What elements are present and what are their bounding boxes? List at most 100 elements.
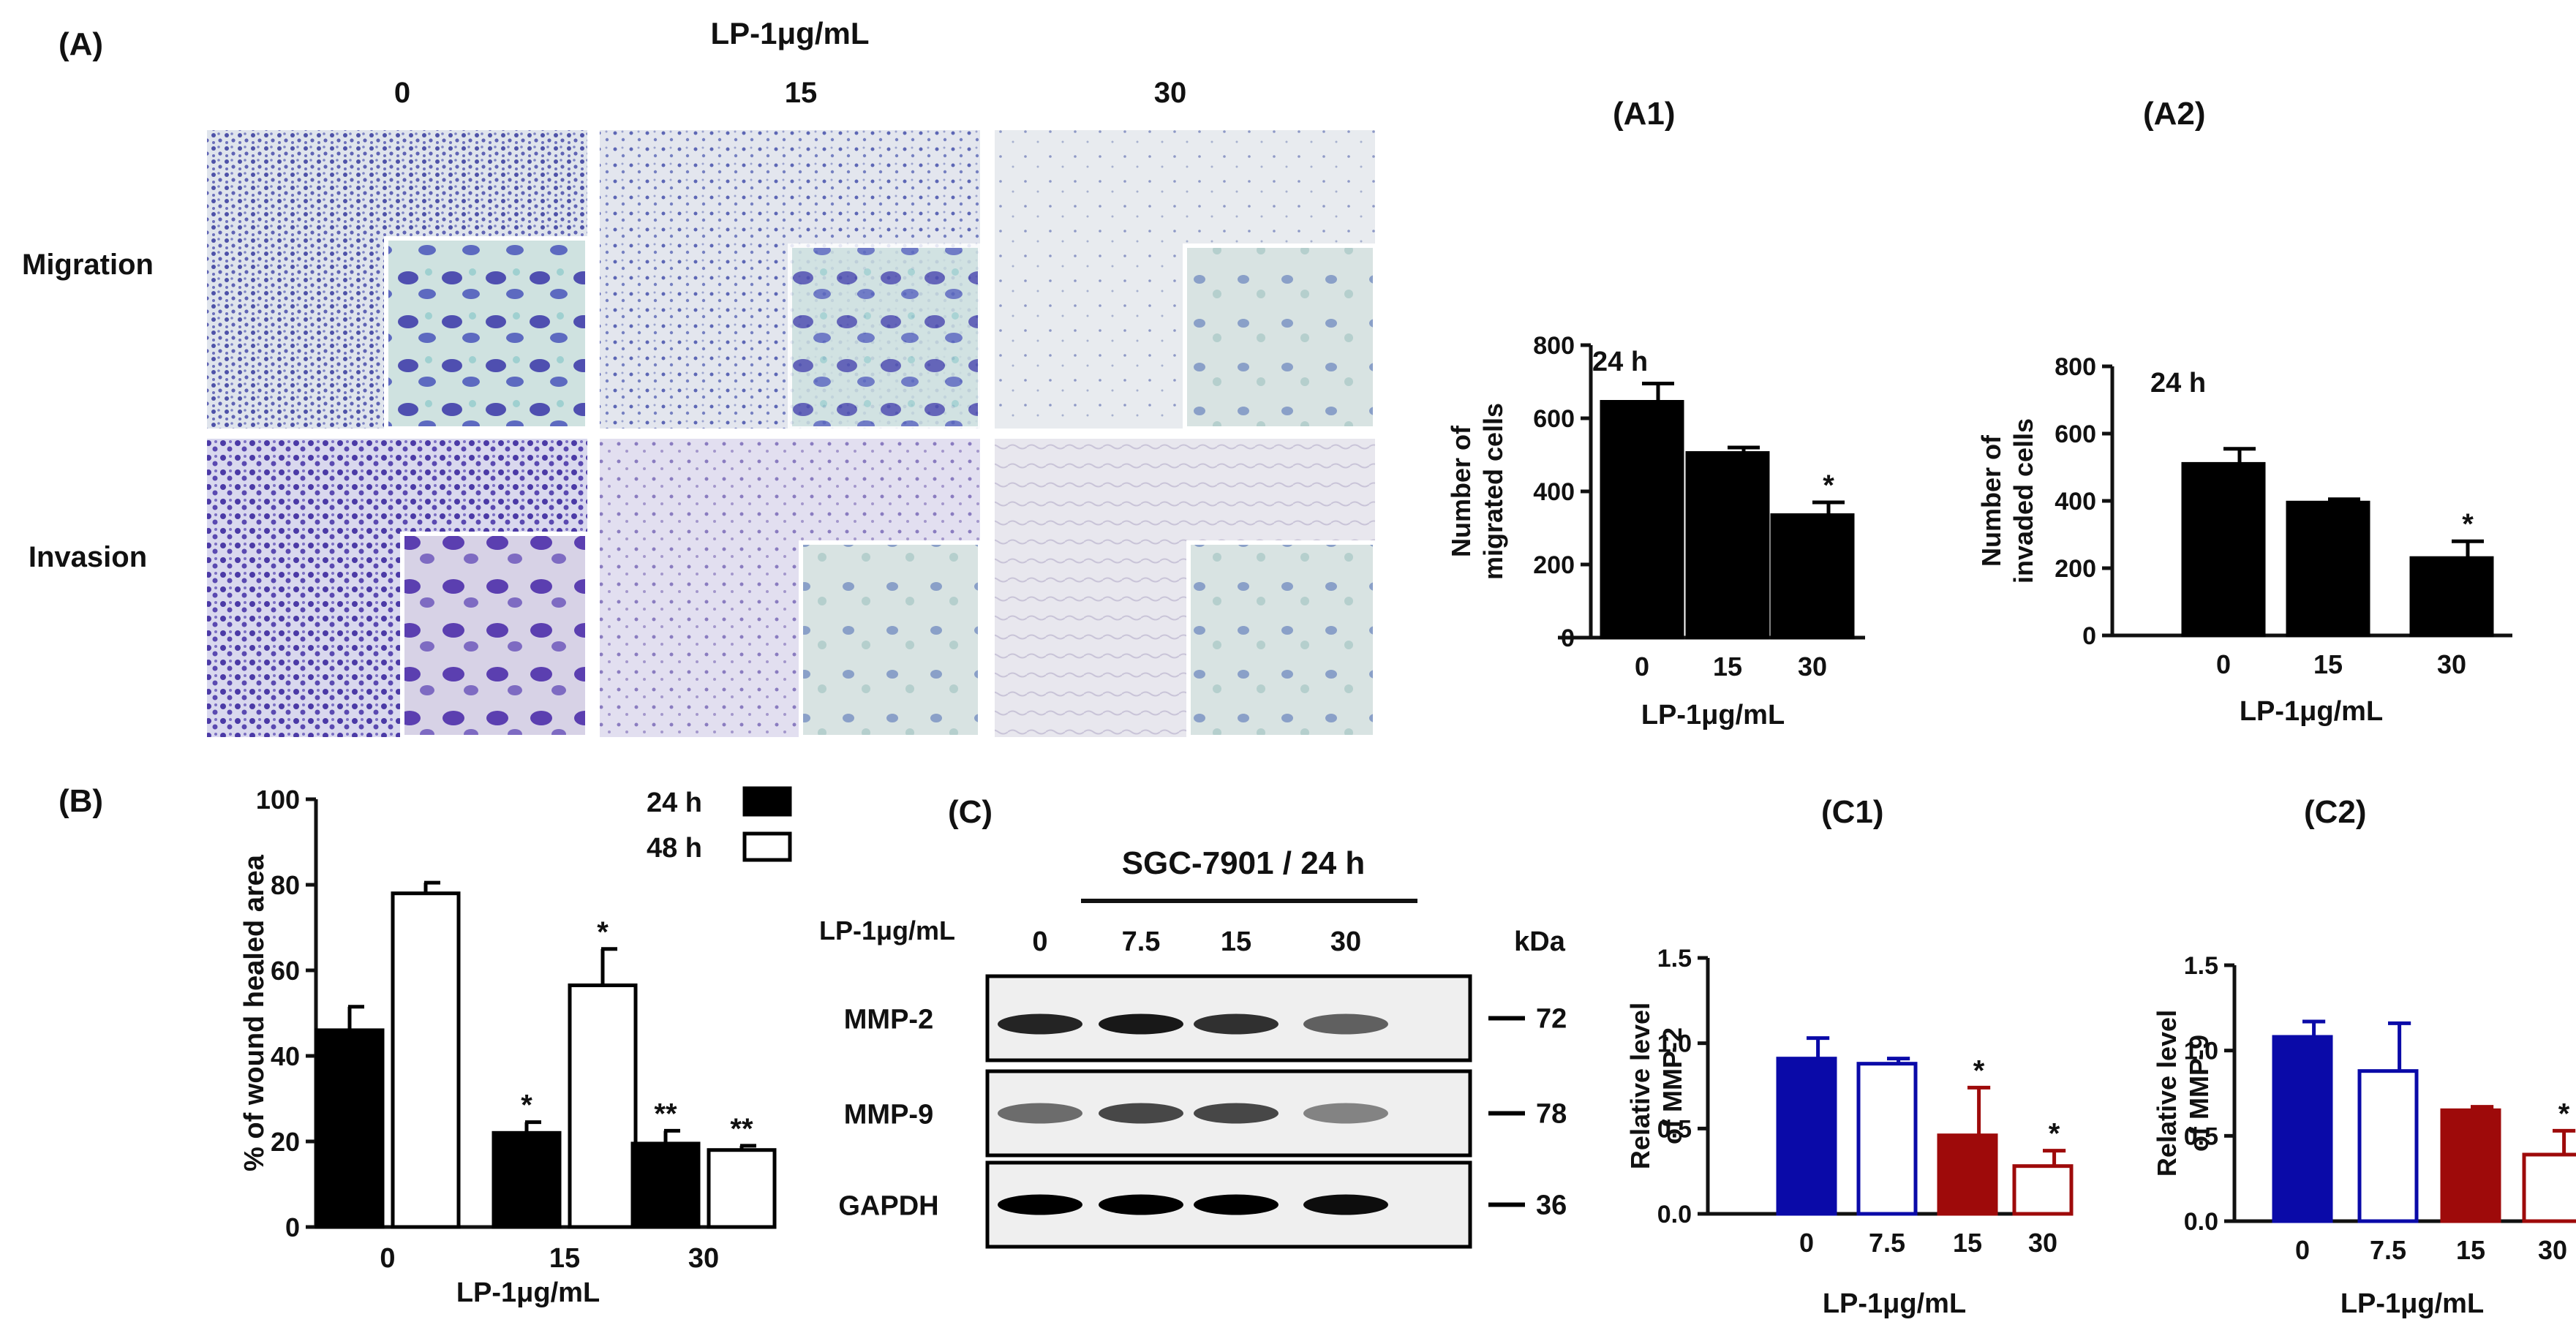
blot-protein-label: MMP-2 xyxy=(844,1005,933,1035)
blot-band xyxy=(1194,1103,1278,1124)
bar xyxy=(2181,461,2266,638)
bar xyxy=(2440,1108,2501,1223)
x-axis-label: LP-1μg/mL xyxy=(2340,1288,2484,1319)
y-tick-label: 600 xyxy=(2055,420,2096,448)
bar-48h xyxy=(391,891,461,1229)
blot-band xyxy=(1303,1103,1388,1124)
micrograph-migration-15-inset xyxy=(788,243,982,431)
dose-0-header: 0 xyxy=(394,77,410,109)
y-tick-label: 800 xyxy=(2055,353,2096,381)
x-axis-label: LP-1μg/mL xyxy=(2240,696,2383,727)
significance-mark: * xyxy=(597,916,609,948)
dose-15-header: 15 xyxy=(785,77,818,109)
x-tick-label: 0 xyxy=(2216,649,2231,679)
bar-48h xyxy=(568,983,638,1229)
kda-value: 72 xyxy=(1536,1004,1567,1035)
x-tick-label: 0 xyxy=(380,1243,395,1274)
chart-panel-label: (A2) xyxy=(2143,96,2206,132)
kda-value: 36 xyxy=(1536,1190,1567,1221)
x-tick-label: 30 xyxy=(2028,1228,2057,1258)
blot-kda-label: kDa xyxy=(1514,926,1566,957)
legend-swatch xyxy=(742,786,792,817)
legend-label: 24 h xyxy=(647,788,702,818)
legend-label: 48 h xyxy=(647,833,702,864)
y-tick-label: 200 xyxy=(2055,555,2096,583)
y-tick-label: 0.0 xyxy=(1657,1201,1692,1228)
y-tick-label: 100 xyxy=(256,785,300,815)
row-label-invasion: Invasion xyxy=(29,541,147,573)
x-tick-label: 7.5 xyxy=(2370,1235,2406,1265)
x-tick-label: 15 xyxy=(549,1243,580,1274)
x-axis-label: LP-1μg/mL xyxy=(1641,700,1785,730)
blot-strips: MMP-2 72 MMP-9 78 GAPDH 36 xyxy=(838,974,1567,1249)
bar xyxy=(2357,1069,2419,1223)
y-axis-label: Relative levelof MMP-9 xyxy=(2152,1010,2214,1177)
x-tick-label: 30 xyxy=(2437,649,2466,679)
y-tick-label: 0 xyxy=(1561,624,1575,652)
bar xyxy=(2522,1152,2576,1223)
bar xyxy=(1685,451,1770,640)
chart-c2: (C2) 0.0 0.5 1.0 1.5 0 7.5 15 * 30 Relative levelo… xyxy=(2152,794,2576,1319)
blot-band xyxy=(998,1103,1082,1124)
x-tick-label: 15 xyxy=(2313,649,2343,679)
y-axis-label: Relative levelof MMP-2 xyxy=(1625,1003,1687,1169)
time-annotation: 24 h xyxy=(2150,368,2206,399)
panel-c-label: (C) xyxy=(948,794,993,830)
panel-a-label: (A) xyxy=(59,26,103,62)
time-annotation: 24 h xyxy=(1592,347,1648,377)
bar xyxy=(2012,1164,2074,1216)
x-tick-label: 15 xyxy=(1953,1228,1982,1258)
x-tick-label: 0 xyxy=(2295,1235,2310,1265)
x-tick-label: 30 xyxy=(1798,652,1827,682)
bar xyxy=(1770,513,1855,640)
blot-dose-0: 0 xyxy=(1032,926,1047,957)
blot-band xyxy=(998,1013,1082,1035)
x-tick-label: 15 xyxy=(1713,652,1742,682)
blot-band xyxy=(1099,1103,1183,1124)
row-label-migration: Migration xyxy=(22,249,154,281)
y-tick-label: 400 xyxy=(1533,478,1575,506)
y-tick-label: 400 xyxy=(2055,488,2096,516)
bar-24h xyxy=(630,1141,701,1229)
y-tick-label: 1.5 xyxy=(2184,952,2218,980)
y-tick-label: 0.5 xyxy=(1657,1115,1692,1143)
bar-48h xyxy=(707,1148,777,1229)
significance-mark: ** xyxy=(730,1113,753,1145)
bar-24h xyxy=(315,1028,385,1229)
y-tick-label: 20 xyxy=(271,1127,300,1157)
significance-mark: * xyxy=(1823,469,1834,502)
chart-panel-label: (C2) xyxy=(2304,794,2367,830)
y-tick-label: 80 xyxy=(271,870,300,900)
bar xyxy=(1600,400,1684,640)
blot-band xyxy=(1194,1194,1278,1215)
bar xyxy=(1937,1133,1998,1216)
x-tick-label: 30 xyxy=(688,1243,719,1274)
chart-c1: (C1) 0.0 0.5 1.0 1.5 0 7.5 * 15 * 30 Relative level… xyxy=(1625,794,2074,1319)
chart-panel-label: (A1) xyxy=(1613,96,1676,132)
y-tick-label: 1.0 xyxy=(1657,1030,1692,1058)
blot-band xyxy=(1099,1013,1183,1035)
bar xyxy=(2409,556,2494,638)
micrograph-invasion-0-inset xyxy=(400,532,590,739)
panel-a-treatment-label: LP-1μg/mL xyxy=(710,16,869,50)
y-tick-label: 0.5 xyxy=(2184,1122,2218,1150)
blot-protein-label: GAPDH xyxy=(838,1191,938,1222)
bar xyxy=(1856,1062,1918,1216)
blot-dose-30: 30 xyxy=(1330,926,1361,957)
y-tick-label: 60 xyxy=(271,956,300,986)
x-tick-label: 0 xyxy=(1635,652,1649,682)
y-tick-label: 600 xyxy=(1533,405,1575,433)
x-axis-label: LP-1μg/mL xyxy=(456,1277,600,1308)
significance-mark: * xyxy=(2049,1118,2060,1150)
micrograph-migration-0-inset xyxy=(384,236,590,431)
x-tick-label: 7.5 xyxy=(1869,1228,1905,1258)
y-tick-label: 0.0 xyxy=(2184,1208,2218,1236)
y-tick-label: 0 xyxy=(2082,622,2096,650)
x-axis-label: LP-1μg/mL xyxy=(1823,1288,1966,1319)
y-tick-label: 1.5 xyxy=(1657,945,1692,973)
x-tick-label: 30 xyxy=(2538,1235,2567,1265)
significance-mark: * xyxy=(521,1090,532,1122)
panel-a: (A) LP-1μg/mL 0 15 30 Migration Invasion xyxy=(22,16,1377,739)
x-tick-label: 0 xyxy=(1799,1228,1814,1258)
